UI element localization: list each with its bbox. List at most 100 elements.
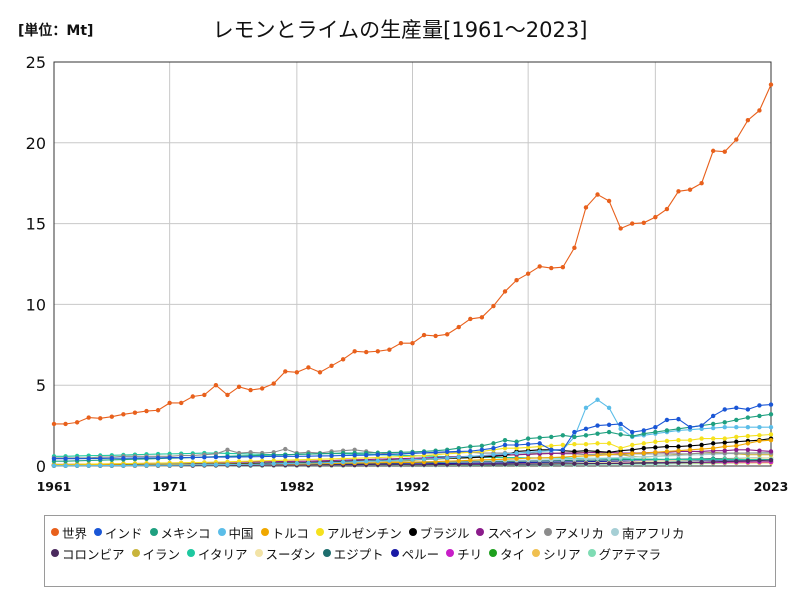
data-point <box>595 397 600 402</box>
legend-marker <box>187 549 196 557</box>
data-point <box>491 452 496 457</box>
data-point <box>491 457 496 462</box>
data-point <box>630 221 635 226</box>
data-point <box>734 417 739 423</box>
data-point <box>109 463 115 468</box>
x-tick-label: 1961 <box>37 479 72 494</box>
chart-title: レモンとライムの生産量[1961～2023] <box>212 18 588 42</box>
data-point <box>768 457 774 463</box>
legend-label: メキシコ <box>160 525 211 541</box>
data-point <box>687 443 693 448</box>
data-point <box>387 458 392 463</box>
legend-item: アメリカ <box>543 522 604 542</box>
data-point <box>179 462 184 468</box>
data-point <box>433 333 438 339</box>
legend-label: インド <box>105 525 143 541</box>
data-point <box>641 428 646 433</box>
data-point <box>549 455 554 460</box>
data-point <box>757 403 762 408</box>
data-point <box>676 416 681 422</box>
data-point <box>537 449 542 454</box>
legend-item: スーダン <box>254 543 316 563</box>
series-0 <box>51 82 774 427</box>
legend-marker <box>587 549 596 557</box>
data-point <box>352 447 357 453</box>
data-point <box>468 458 473 463</box>
data-point <box>676 444 681 449</box>
data-point <box>387 347 392 352</box>
data-point <box>722 459 727 464</box>
data-point <box>271 454 276 459</box>
series-1 <box>51 402 774 461</box>
data-point <box>583 461 589 466</box>
legend-item: トルコ <box>260 522 309 542</box>
data-point <box>641 431 646 436</box>
series-layer <box>51 82 774 469</box>
data-point <box>572 429 577 435</box>
data-point <box>387 452 392 457</box>
data-point <box>768 412 774 417</box>
data-point <box>352 459 357 464</box>
legend-item: エジプト <box>322 543 384 563</box>
data-point <box>352 349 357 354</box>
legend-marker <box>217 528 226 536</box>
data-point <box>502 446 508 451</box>
data-point <box>583 405 589 411</box>
data-point <box>664 438 670 444</box>
data-point <box>583 433 589 438</box>
data-point <box>364 452 369 458</box>
data-point <box>525 450 531 455</box>
data-point <box>768 449 774 454</box>
data-point <box>86 456 91 461</box>
data-point <box>606 455 612 461</box>
data-point <box>618 451 623 457</box>
data-point <box>537 444 542 449</box>
data-point <box>560 447 566 453</box>
data-point <box>444 455 450 461</box>
data-point <box>757 108 762 113</box>
data-point <box>606 441 612 446</box>
legend-label: 中国 <box>228 525 254 541</box>
x-tick-label: 2002 <box>511 479 546 494</box>
data-point <box>560 442 566 448</box>
data-point <box>63 463 68 468</box>
data-point <box>630 454 635 460</box>
data-point <box>259 461 265 467</box>
data-point <box>525 271 531 276</box>
data-point <box>549 434 554 440</box>
data-point <box>595 192 600 197</box>
legend-label: スーダン <box>265 546 316 562</box>
data-point <box>98 416 103 421</box>
data-point <box>641 460 646 466</box>
data-point <box>768 425 774 430</box>
data-point <box>294 457 300 463</box>
data-point <box>710 436 716 441</box>
data-point <box>606 422 612 427</box>
data-point <box>317 457 323 462</box>
data-point <box>595 449 600 454</box>
data-point <box>190 462 195 468</box>
legend-item: 世界 <box>51 522 87 542</box>
data-point <box>537 264 542 269</box>
data-point <box>306 460 311 466</box>
data-point <box>768 432 774 437</box>
data-point <box>572 454 577 459</box>
data-point <box>699 446 704 452</box>
x-tick-label: 1982 <box>279 479 314 494</box>
data-point <box>757 448 762 453</box>
data-point <box>664 449 670 454</box>
data-point <box>537 441 542 446</box>
data-point <box>710 459 716 464</box>
data-point <box>190 394 195 399</box>
data-point <box>514 450 519 456</box>
data-point <box>710 421 716 427</box>
legend-item: チリ <box>446 543 482 563</box>
data-point <box>537 461 542 467</box>
data-point <box>745 407 751 412</box>
legend-label: トルコ <box>271 525 309 541</box>
legend-label: ペルー <box>401 546 440 562</box>
y-tick-label: 10 <box>26 295 46 314</box>
data-point <box>641 441 646 446</box>
data-point <box>317 460 323 465</box>
data-point <box>653 439 658 444</box>
